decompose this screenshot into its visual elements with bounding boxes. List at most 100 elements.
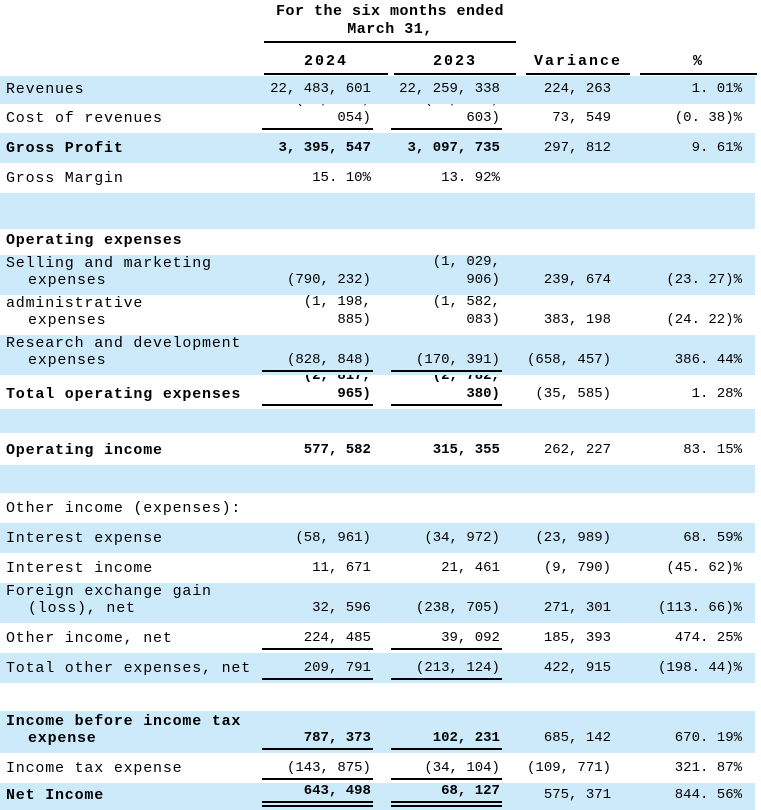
row-gross-profit: Gross Profit 3, 395, 547 3, 097, 735 297…	[0, 133, 755, 163]
value-2023: (34, 104)	[390, 759, 502, 780]
section-label: Operating expenses	[6, 232, 183, 249]
value-variance: 239, 674	[543, 272, 612, 288]
table-body: Revenues 22, 483, 601 22, 259, 338 224, …	[0, 76, 761, 810]
value-percent: 9. 61%	[691, 140, 742, 156]
row-label-line2: expenses	[28, 272, 107, 289]
label-column-spacer	[0, 53, 262, 75]
value-variance: (658, 457)	[527, 352, 612, 368]
value-2024: 3, 395, 547	[278, 140, 371, 156]
value-2023: 315, 355	[432, 442, 500, 458]
row-label-line2: (loss), net	[28, 600, 136, 617]
row-income-before-income-tax: Income before income tax expense 787, 37…	[0, 711, 755, 753]
row-other-income-net: Other income, net 224, 485 39, 092 185, …	[0, 623, 755, 653]
period-line2: March 31,	[347, 21, 433, 38]
value-variance: 224, 263	[543, 81, 612, 97]
value-percent: (45. 62)%	[666, 560, 742, 576]
value-2023: 3, 097, 735	[407, 140, 500, 156]
value-percent: (24. 22)%	[666, 312, 742, 328]
col-header-2023: 2023	[394, 53, 516, 75]
value-2024: 209, 791	[261, 659, 373, 680]
value-percent	[635, 187, 750, 190]
row-label: Interest expense	[6, 530, 163, 547]
row-label-line1: Selling and marketing	[6, 255, 212, 272]
value-2023: 21, 461	[441, 560, 500, 576]
table-header: For the six months ended March 31, 2024 …	[0, 0, 761, 76]
row-label: Gross Profit	[6, 140, 124, 157]
row-label: Total other expenses, net	[6, 660, 252, 677]
row-label: Income tax expense	[6, 760, 183, 777]
row-operating-income: Operating income 577, 582 315, 355 262, …	[0, 433, 755, 465]
value-variance: (9, 790)	[543, 560, 612, 576]
row-label-line2: expenses	[28, 352, 107, 369]
value-2023: (1, 029, 906)	[432, 255, 500, 288]
value-percent: 474. 25%	[674, 630, 742, 646]
period-line1: For the six months ended	[275, 3, 505, 20]
value-2024: (790, 232)	[286, 272, 371, 288]
value-variance	[522, 187, 623, 190]
row-label: Operating income	[6, 442, 163, 459]
row-other-income-expenses-header: Other income (expenses):	[0, 493, 755, 523]
row-label-line1: Foreign exchange gain	[6, 583, 212, 600]
row-total-other-expenses-net: Total other expenses, net 209, 791 (213,…	[0, 653, 755, 683]
row-label: Revenues	[6, 81, 85, 98]
value-2023: 68, 127	[390, 783, 502, 807]
value-variance: 575, 371	[543, 787, 612, 803]
period-header: For the six months ended March 31,	[264, 3, 516, 43]
value-2023: (34, 972)	[424, 530, 500, 546]
row-label-line1: Income before income tax	[6, 713, 242, 730]
value-2024: (828, 848)	[261, 351, 373, 372]
value-2023: 39, 092	[390, 629, 502, 650]
value-percent: 68. 59%	[683, 530, 742, 546]
row-label-line1: Research and development	[6, 335, 242, 352]
spacer-row	[0, 465, 755, 493]
value-2024: 15. 10%	[312, 170, 371, 186]
value-percent: 321. 87%	[674, 760, 742, 776]
value-variance: 297, 812	[543, 140, 612, 156]
value-percent: 844. 56%	[674, 787, 742, 803]
value-2023: (213, 124)	[390, 659, 502, 680]
value-percent: 670. 19%	[674, 730, 742, 746]
value-percent: (113. 66)%	[657, 600, 742, 616]
value-2023: 102, 231	[390, 729, 502, 750]
row-interest-expense: Interest expense (58, 961) (34, 972) (23…	[0, 523, 755, 553]
col-header-2024: 2024	[264, 53, 388, 75]
value-2023: (238, 705)	[415, 600, 500, 616]
value-2024: (2, 817, 965)	[261, 375, 373, 406]
value-variance: 73, 549	[552, 110, 612, 126]
value-variance: 685, 142	[543, 730, 612, 746]
row-foreign-exchange-gain-loss: Foreign exchange gain (loss), net 32, 59…	[0, 583, 755, 623]
value-variance: 383, 198	[543, 312, 612, 328]
row-label-line2: expense	[28, 730, 97, 747]
value-variance: 271, 301	[543, 600, 612, 616]
value-2024: 11, 671	[312, 560, 371, 576]
value-variance: (23, 989)	[535, 530, 612, 546]
value-variance: 262, 227	[543, 442, 612, 458]
row-selling-marketing-expenses: Selling and marketing expenses (790, 232…	[0, 255, 755, 295]
value-percent: (0. 38)%	[674, 110, 742, 126]
row-label-line1: General and administrative	[6, 295, 144, 312]
row-label: Gross Margin	[6, 170, 124, 187]
value-variance: 422, 915	[543, 660, 612, 676]
value-2024: (19, 088, 054)	[261, 104, 373, 130]
value-2024: 224, 485	[261, 629, 373, 650]
row-cost-of-revenues: Cost of revenues (19, 088, 054) (19, 161…	[0, 104, 755, 133]
row-label: Cost of revenues	[6, 110, 163, 127]
row-research-development-expenses: Research and development expenses (828, …	[0, 335, 755, 375]
row-general-administrative-expenses: General and administrative expenses (1, …	[0, 295, 755, 335]
value-percent: 1. 01%	[691, 81, 742, 97]
value-2024: 577, 582	[303, 442, 371, 458]
value-2023: (1, 582, 083)	[432, 295, 500, 328]
value-percent: (23. 27)%	[666, 272, 742, 288]
row-operating-expenses-header: Operating expenses	[0, 229, 755, 255]
spacer-row	[0, 409, 755, 433]
row-label: Net Income	[6, 787, 105, 804]
row-label-line2: expenses	[28, 312, 107, 329]
row-revenues: Revenues 22, 483, 601 22, 259, 338 224, …	[0, 76, 755, 104]
value-percent: 1. 28%	[691, 386, 742, 402]
row-income-tax-expense: Income tax expense (143, 875) (34, 104) …	[0, 753, 755, 783]
row-gross-margin: Gross Margin 15. 10% 13. 92%	[0, 163, 755, 193]
spacer-row	[0, 193, 755, 229]
value-percent: 386. 44%	[674, 352, 742, 368]
row-net-income: Net Income 643, 498 68, 127 575, 371 844…	[0, 783, 755, 810]
